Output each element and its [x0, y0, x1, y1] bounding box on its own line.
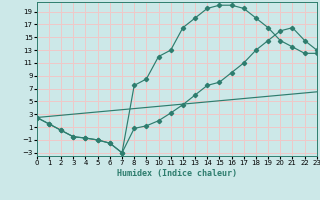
X-axis label: Humidex (Indice chaleur): Humidex (Indice chaleur) [117, 169, 237, 178]
